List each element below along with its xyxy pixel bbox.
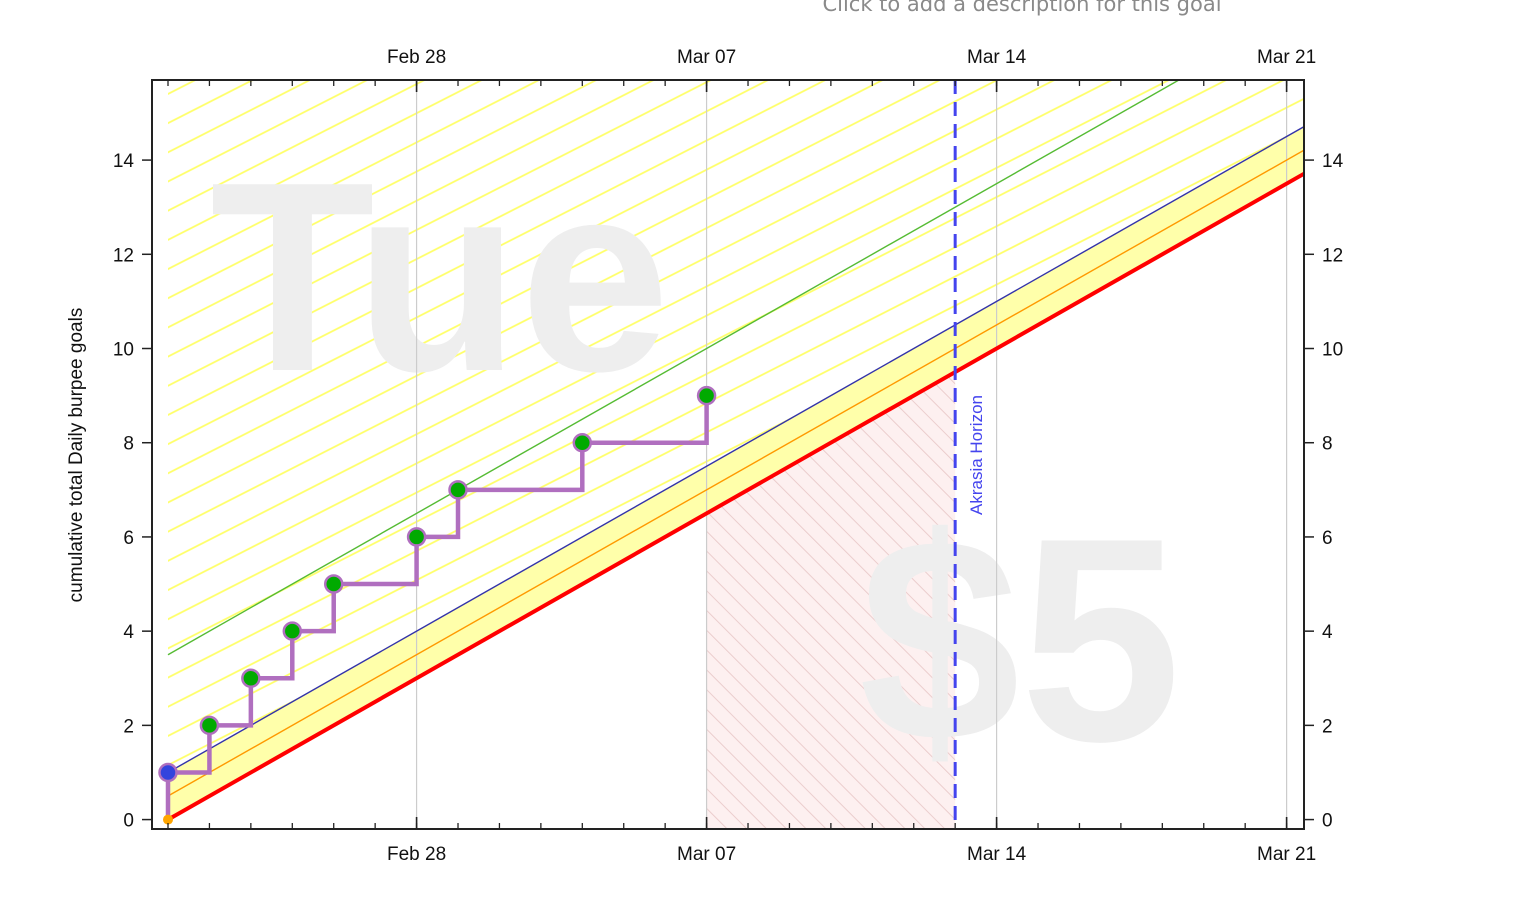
y-tick-label-left: 0 <box>123 811 134 832</box>
watermarks: Tue $5 <box>210 127 1181 802</box>
future-region-hatch <box>706 372 956 829</box>
bright-red-line <box>167 171 1304 822</box>
y-tick-label-right: 14 <box>1322 151 1344 172</box>
datapoint <box>199 715 220 736</box>
x-tick-label-bottom: Mar 07 <box>677 844 736 865</box>
x-tick-label-bottom: Mar 14 <box>967 844 1027 865</box>
datapoint <box>448 480 468 500</box>
y-tick-label-left: 8 <box>123 434 134 455</box>
x-tick-label-top: Mar 14 <box>967 47 1027 68</box>
green-lane-line <box>167 80 1181 656</box>
x-tick-label-bottom: Feb 28 <box>387 844 446 865</box>
y-tick-label-right: 10 <box>1322 340 1343 361</box>
y-tick-label-left: 12 <box>113 245 134 266</box>
y-axis-label: cumulative total Daily burpee goals <box>66 308 87 603</box>
x-tick-label-bottom: Mar 21 <box>1257 844 1316 865</box>
y-tick-label-right: 2 <box>1322 716 1333 737</box>
y-tick-label-right: 8 <box>1322 434 1333 455</box>
blue-lane-line <box>167 125 1304 774</box>
day-watermark: Tue <box>210 127 670 428</box>
axes: Feb 28 Feb 28 Mar 07 Mar 07 Mar 14 Mar 14 Mar … <box>113 47 1344 865</box>
y-tick-label-left: 14 <box>113 151 135 172</box>
datapoint <box>406 527 427 547</box>
y-tick-label-right: 6 <box>1322 528 1333 549</box>
pledge-watermark: $5 <box>859 478 1182 802</box>
datapoint <box>696 385 717 406</box>
x-tick-label-top: Mar 21 <box>1257 47 1316 68</box>
datapoint <box>282 621 303 641</box>
x-gridlines <box>415 80 1288 829</box>
y-tick-label-right: 0 <box>1322 811 1333 832</box>
datapoints <box>158 385 717 825</box>
road-lines <box>167 80 1304 822</box>
orange-lane-line <box>167 149 1304 797</box>
y-tick-label-right: 12 <box>1322 245 1343 266</box>
start-point <box>163 814 173 825</box>
y-tick-label-left: 2 <box>123 716 134 737</box>
goal-description-prompt[interactable]: Click to add a description for this goal <box>822 0 1222 16</box>
datapoint <box>158 762 178 783</box>
y-tick-label-left: 4 <box>123 622 134 643</box>
akrasia-horizon-label: Akrasia Horizon <box>967 395 986 515</box>
y-tick-label-right: 4 <box>1322 622 1333 643</box>
y-tick-label-left: 6 <box>123 528 134 549</box>
akrasia-horizon: Akrasia Horizon <box>953 80 986 829</box>
plot-frame <box>151 79 1305 830</box>
x-tick-label-top: Mar 07 <box>677 47 736 68</box>
datapoint <box>241 668 261 689</box>
datapoint <box>572 432 593 453</box>
x-tick-label-top: Feb 28 <box>387 47 446 68</box>
good-region-hatch <box>168 80 1304 773</box>
y-tick-label-left: 10 <box>113 340 134 361</box>
datapoint <box>323 574 344 594</box>
